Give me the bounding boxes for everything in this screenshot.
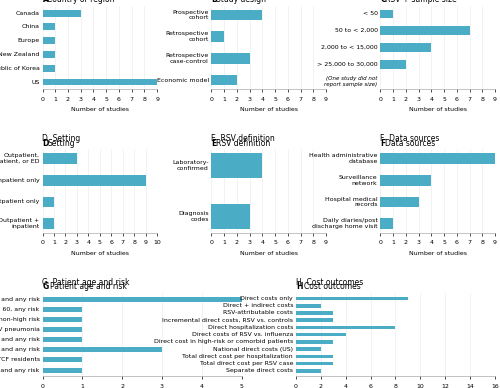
Text: Study design: Study design [216,0,266,4]
X-axis label: Number of studies: Number of studies [408,251,467,256]
Text: RSV definition: RSV definition [216,139,270,148]
Text: G  Patient age and risk: G Patient age and risk [42,277,130,287]
Bar [42,196,54,207]
Bar [42,367,82,372]
Text: E: E [212,139,216,148]
Bar [380,10,393,18]
Bar [212,153,262,178]
Text: C: C [380,0,386,4]
X-axis label: Number of studies: Number of studies [240,107,298,113]
Text: Patient age and risk: Patient age and risk [50,282,128,291]
Bar [380,43,432,52]
Bar [42,327,82,332]
Text: H: H [296,282,302,291]
Bar [296,297,408,300]
Bar [42,65,55,72]
Bar [212,31,224,42]
Bar [380,26,470,35]
Bar [42,37,55,44]
Text: B: B [212,0,217,4]
Text: A: A [42,0,48,4]
Bar [42,51,55,58]
Bar [296,347,321,351]
Bar [212,53,250,64]
Text: D: D [42,139,49,148]
Bar [380,218,393,229]
Bar [380,60,406,69]
Bar [380,175,432,186]
Bar [42,297,241,302]
Bar [296,326,396,329]
Text: RSV + sample size: RSV + sample size [385,0,456,4]
Text: F: F [380,139,386,148]
Bar [212,10,262,21]
Bar [296,355,333,358]
X-axis label: Number of studies: Number of studies [240,251,298,256]
Text: G: G [42,282,49,291]
X-axis label: Number of studies: Number of studies [408,107,467,113]
Bar [42,337,82,342]
Text: F  Data sources: F Data sources [380,134,440,143]
Text: Cost outcomes: Cost outcomes [304,282,360,291]
Bar [380,196,418,207]
Bar [296,304,321,308]
Bar [42,218,54,229]
Bar [42,357,82,362]
Text: D  Setting: D Setting [42,134,81,143]
Bar [296,369,321,372]
Bar [296,311,333,315]
Text: Setting: Setting [47,139,74,148]
Bar [296,340,333,344]
Bar [212,204,250,229]
Bar [296,319,333,322]
Bar [212,74,237,85]
Bar [42,307,82,312]
Bar [42,79,157,85]
Text: E  RSV definition: E RSV definition [212,134,275,143]
Bar [42,175,146,186]
Bar [296,362,333,365]
X-axis label: Number of studies: Number of studies [71,251,129,256]
Bar [42,10,80,17]
Bar [42,153,77,164]
Bar [42,23,55,30]
Bar [380,153,495,164]
Bar [42,317,82,322]
X-axis label: Number of studies: Number of studies [71,107,129,113]
Text: Country or region: Country or region [47,0,114,4]
Bar [296,333,346,336]
Bar [42,347,162,352]
Text: H  Cost outcomes: H Cost outcomes [296,277,363,287]
Text: Data sources: Data sources [385,139,435,148]
